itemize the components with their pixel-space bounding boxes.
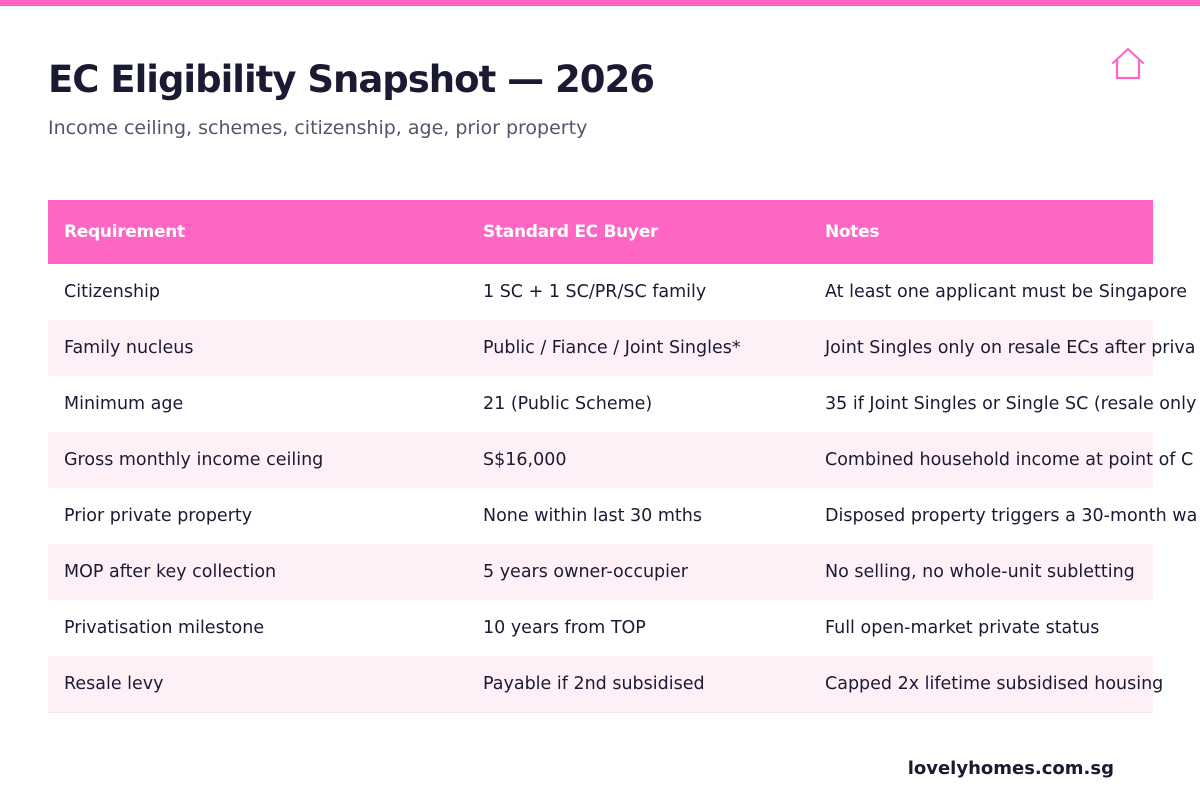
requirement-cell: Minimum age <box>64 394 184 414</box>
notes-cell: Capped 2x lifetime subsidised housing <box>825 673 1164 694</box>
requirement-cell: MOP after key collection <box>64 562 277 582</box>
standard-cell: None within last 30 mths <box>483 506 702 526</box>
column-header-requirement: Requirement <box>64 222 185 242</box>
notes-cell: 35 if Joint Singles or Single SC (resale… <box>825 394 1197 414</box>
requirement-cell: Resale levy <box>64 673 164 694</box>
requirement-cell: Family nucleus <box>64 338 194 358</box>
requirement-cell: Citizenship <box>64 282 161 302</box>
notes-cell: No selling, no whole-unit subletting <box>825 562 1135 582</box>
standard-cell: 21 (Public Scheme) <box>483 394 653 414</box>
notes-cell: Combined household income at point of C <box>825 450 1194 470</box>
home-icon <box>1111 47 1145 80</box>
requirement-cell: Gross monthly income ceiling <box>64 450 324 470</box>
top-accent-bar <box>0 0 1200 6</box>
table-row: Minimum age 21 (Public Scheme) 35 if Joi… <box>48 376 1197 432</box>
table-row: Gross monthly income ceiling S$16,000 Co… <box>48 432 1194 488</box>
standard-cell: 1 SC + 1 SC/PR/SC family <box>483 282 707 302</box>
table-header-row: Requirement Standard EC Buyer Notes <box>48 200 1153 264</box>
requirement-cell: Privatisation milestone <box>64 618 265 638</box>
table-row: MOP after key collection 5 years owner-o… <box>48 544 1153 600</box>
table-row: Privatisation milestone 10 years from TO… <box>48 600 1153 656</box>
column-header-standard-ec-buyer: Standard EC Buyer <box>483 222 659 242</box>
notes-cell: Full open-market private status <box>825 618 1100 638</box>
standard-cell: Payable if 2nd subsidised <box>483 673 705 694</box>
site-url: lovelyhomes.com.sg <box>907 758 1114 779</box>
page-title: EC Eligibility Snapshot — 2026 <box>48 58 655 101</box>
table-row: Family nucleus Public / Fiance / Joint S… <box>48 320 1196 376</box>
table-row: Citizenship 1 SC + 1 SC/PR/SC family At … <box>48 264 1188 320</box>
notes-cell: Joint Singles only on resale ECs after p… <box>825 338 1196 358</box>
standard-cell: S$16,000 <box>483 450 567 470</box>
notes-cell: Disposed property triggers a 30-month wa <box>825 506 1198 526</box>
notes-cell: At least one applicant must be Singapore <box>825 282 1188 302</box>
standard-cell: Public / Fiance / Joint Singles* <box>483 338 741 358</box>
standard-cell: 5 years owner-occupier <box>483 562 688 582</box>
table-row: Resale levy Payable if 2nd subsidised Ca… <box>48 656 1164 712</box>
requirement-cell: Prior private property <box>64 506 253 526</box>
table-row: Prior private property None within last … <box>48 488 1198 544</box>
standard-cell: 10 years from TOP <box>483 618 646 638</box>
column-header-notes: Notes <box>825 222 880 242</box>
eligibility-table: Requirement Standard EC Buyer Notes Citi… <box>48 200 1198 713</box>
page-subtitle: Income ceiling, schemes, citizenship, ag… <box>48 117 588 139</box>
